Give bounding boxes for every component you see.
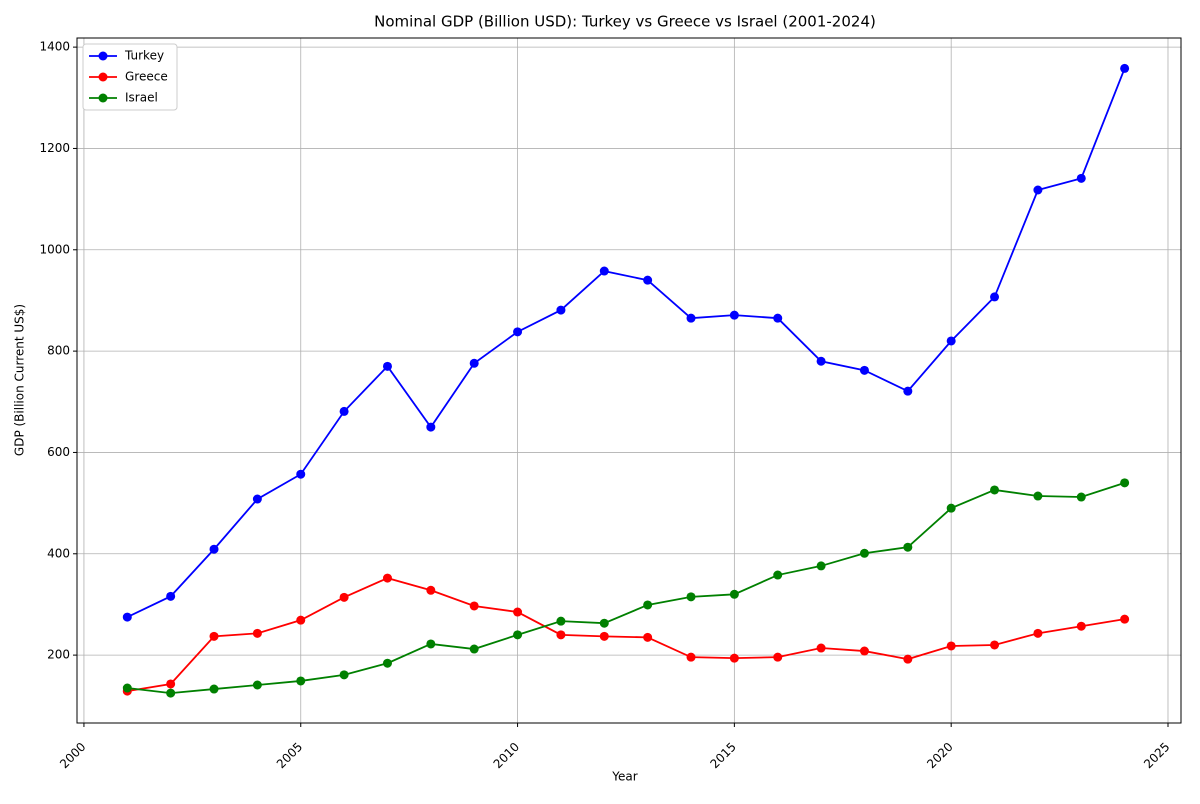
data-point bbox=[903, 654, 913, 664]
x-tick-label: 2005 bbox=[274, 740, 305, 771]
data-point bbox=[166, 679, 176, 689]
data-point bbox=[1120, 63, 1130, 73]
data-point bbox=[556, 305, 566, 315]
legend-marker bbox=[98, 72, 108, 82]
data-point bbox=[686, 313, 696, 323]
chart-title: Nominal GDP (Billion USD): Turkey vs Gre… bbox=[374, 13, 876, 31]
data-point bbox=[122, 683, 132, 693]
data-point bbox=[990, 640, 1000, 650]
y-tick-label: 1000 bbox=[39, 242, 70, 256]
data-point bbox=[252, 680, 262, 690]
data-point bbox=[816, 356, 826, 366]
data-point bbox=[339, 592, 349, 602]
y-tick-label: 600 bbox=[47, 445, 70, 459]
data-point bbox=[426, 639, 436, 649]
data-point bbox=[1033, 628, 1043, 638]
y-tick-label: 200 bbox=[47, 648, 70, 662]
data-point bbox=[469, 644, 479, 654]
data-point bbox=[643, 600, 653, 610]
x-axis-label: Year bbox=[611, 770, 637, 784]
data-point bbox=[686, 652, 696, 662]
data-point bbox=[556, 616, 566, 626]
data-point bbox=[729, 653, 739, 663]
data-point bbox=[859, 365, 869, 375]
data-point bbox=[946, 641, 956, 651]
data-point bbox=[382, 658, 392, 668]
data-point bbox=[252, 628, 262, 638]
data-point bbox=[209, 684, 219, 694]
data-point bbox=[729, 310, 739, 320]
data-point bbox=[339, 670, 349, 680]
data-point bbox=[1076, 492, 1086, 502]
legend-marker bbox=[98, 51, 108, 61]
data-point bbox=[513, 607, 523, 617]
data-point bbox=[859, 646, 869, 656]
data-point bbox=[469, 601, 479, 611]
data-point bbox=[599, 266, 609, 276]
data-point bbox=[729, 589, 739, 599]
data-point bbox=[1033, 491, 1043, 501]
data-point bbox=[816, 643, 826, 653]
data-point bbox=[166, 591, 176, 601]
data-point bbox=[296, 676, 306, 686]
data-point bbox=[643, 632, 653, 642]
data-point bbox=[990, 292, 1000, 302]
series-line bbox=[127, 577, 1125, 692]
y-tick-label: 1400 bbox=[39, 40, 70, 54]
y-tick-label: 1200 bbox=[39, 141, 70, 155]
data-point bbox=[599, 618, 609, 628]
data-point bbox=[773, 570, 783, 580]
data-point bbox=[296, 469, 306, 479]
data-point bbox=[1120, 614, 1130, 624]
y-axis-label: GDP (Billion Current US$) bbox=[13, 304, 27, 456]
data-point bbox=[296, 615, 306, 625]
data-point bbox=[643, 275, 653, 285]
data-point bbox=[382, 361, 392, 371]
data-point bbox=[903, 542, 913, 552]
data-point bbox=[1076, 621, 1086, 631]
legend-label: Turkey bbox=[124, 49, 164, 63]
data-point bbox=[122, 612, 132, 622]
data-point bbox=[686, 592, 696, 602]
data-point bbox=[339, 406, 349, 416]
data-point bbox=[252, 494, 262, 504]
data-point bbox=[426, 422, 436, 432]
data-point bbox=[513, 630, 523, 640]
x-tick-label: 2025 bbox=[1141, 740, 1172, 771]
data-point bbox=[773, 652, 783, 662]
x-tick-label: 2015 bbox=[707, 740, 738, 771]
plot-frame bbox=[76, 37, 1182, 724]
data-point bbox=[426, 585, 436, 595]
y-tick-label: 800 bbox=[47, 344, 70, 358]
data-point bbox=[209, 631, 219, 641]
data-point bbox=[556, 630, 566, 640]
legend-label: Greece bbox=[125, 70, 168, 84]
legend-label: Israel bbox=[125, 91, 158, 105]
legend-marker bbox=[98, 93, 108, 103]
data-point bbox=[1076, 173, 1086, 183]
data-point bbox=[773, 313, 783, 323]
y-tick-label: 400 bbox=[47, 546, 70, 560]
data-point bbox=[903, 386, 913, 396]
data-point bbox=[990, 485, 1000, 495]
data-point bbox=[859, 548, 869, 558]
data-point bbox=[599, 631, 609, 641]
x-tick-label: 2020 bbox=[924, 740, 955, 771]
data-point bbox=[816, 561, 826, 571]
series-line bbox=[126, 68, 1126, 618]
data-point bbox=[1120, 478, 1130, 488]
legend-box bbox=[82, 43, 178, 111]
x-tick-label: 2010 bbox=[491, 740, 522, 771]
data-point bbox=[1033, 185, 1043, 195]
data-point bbox=[513, 327, 523, 337]
data-point bbox=[946, 503, 956, 513]
series-line bbox=[127, 481, 1125, 695]
data-point bbox=[382, 573, 392, 583]
data-point bbox=[946, 336, 956, 346]
data-point bbox=[166, 688, 176, 698]
data-point bbox=[469, 358, 479, 368]
x-tick-label: 2000 bbox=[57, 740, 88, 771]
data-point bbox=[209, 544, 219, 554]
